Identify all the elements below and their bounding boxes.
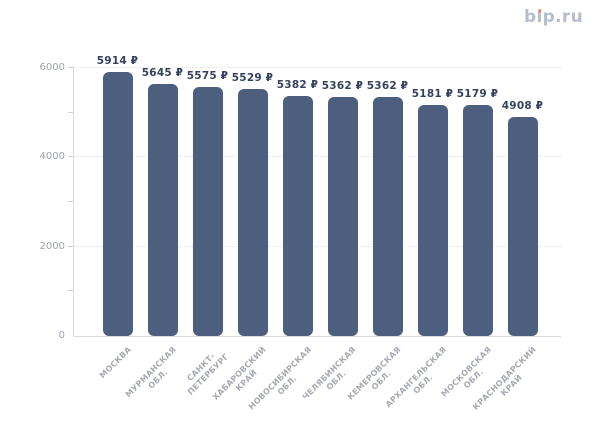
y-axis-label-6000: 6000 bbox=[39, 62, 65, 73]
bar-value-label: 5914 ₽ bbox=[96, 54, 139, 67]
bar-value-label: 5645 ₽ bbox=[141, 66, 184, 79]
bar[interactable] bbox=[417, 104, 448, 336]
bar[interactable] bbox=[327, 96, 358, 336]
bar-value-label: 5529 ₽ bbox=[231, 72, 274, 85]
x-axis-label: МУРМАНСКАЯ ОБЛ. bbox=[123, 345, 178, 400]
plot-area: 0 2000 4000 6000 5914 ₽ МОСКВА 5645 ₽ МУРМАНСКА… bbox=[40, 55, 561, 412]
bar-value-label: 5382 ₽ bbox=[276, 78, 319, 91]
bar-value-label: 5362 ₽ bbox=[366, 79, 409, 92]
bar[interactable] bbox=[102, 71, 133, 336]
y-axis-minor-tick-3000 bbox=[68, 201, 73, 202]
bar[interactable] bbox=[372, 96, 403, 336]
bar-value-label: 5362 ₽ bbox=[321, 79, 364, 92]
y-axis-minor-tick-1000 bbox=[68, 290, 73, 292]
logo-letter-b: b bbox=[524, 7, 537, 27]
bar[interactable] bbox=[147, 83, 178, 336]
bip-ru-logo[interactable]: bı p.ru bbox=[524, 7, 583, 27]
logo-suffix: p.ru bbox=[542, 7, 583, 27]
y-axis-minor-tick-5000 bbox=[68, 111, 73, 113]
logo-i-dot-icon bbox=[537, 9, 542, 13]
y-axis-tick-2000 bbox=[68, 245, 73, 247]
bar-value-label: 4908 ₽ bbox=[501, 99, 544, 112]
bar-value-label: 5575 ₽ bbox=[186, 69, 229, 82]
bar[interactable] bbox=[507, 116, 538, 336]
y-axis-label-2000: 2000 bbox=[39, 240, 65, 252]
bar-value-label: 5179 ₽ bbox=[456, 87, 499, 100]
y-axis-label-4000: 4000 bbox=[39, 151, 65, 163]
y-axis-tick-4000 bbox=[68, 156, 73, 158]
bar[interactable] bbox=[237, 89, 268, 336]
y-axis-label-0: 0 bbox=[58, 330, 65, 341]
bar-value-label: 5181 ₽ bbox=[411, 87, 454, 100]
x-axis-label: МОСКВА bbox=[97, 345, 133, 381]
gridline-6000 bbox=[74, 67, 561, 68]
bar[interactable] bbox=[462, 104, 493, 336]
bar[interactable] bbox=[282, 95, 313, 336]
gridline-4000 bbox=[74, 156, 561, 158]
y-axis-tick-6000 bbox=[68, 67, 73, 68]
bar[interactable] bbox=[192, 86, 223, 336]
gridline-2000 bbox=[74, 245, 561, 247]
logo-letter-i: ı bbox=[536, 7, 543, 27]
